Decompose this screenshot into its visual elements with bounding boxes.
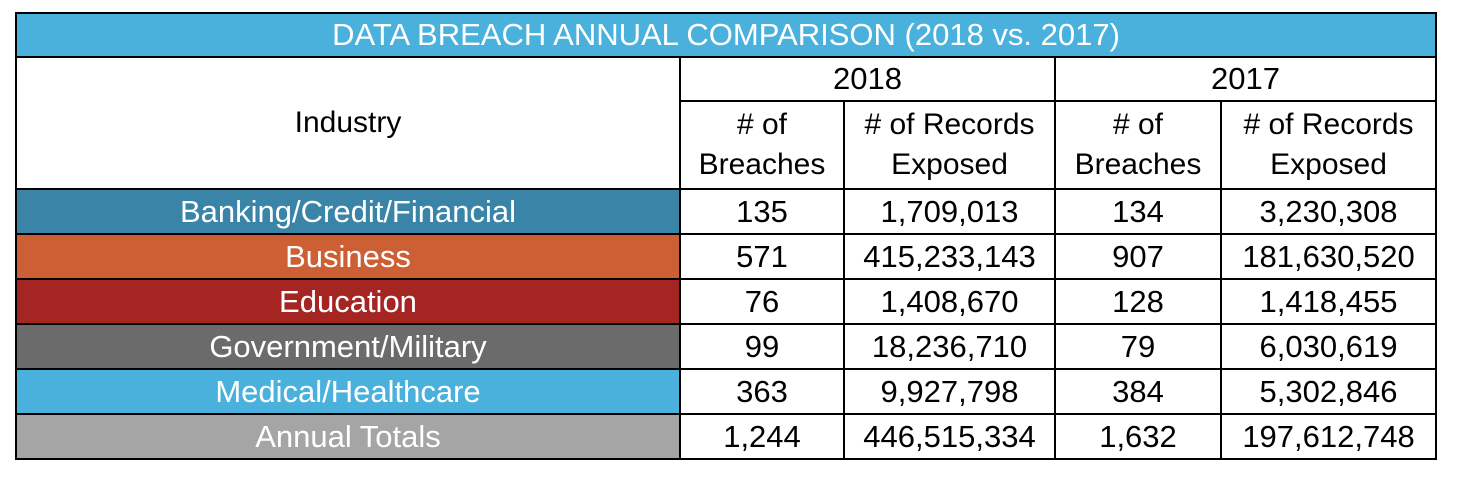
year-header-2017: 2017 — [1053, 56, 1438, 102]
breaches-header-2018: # of Breaches — [679, 100, 845, 190]
table-title: DATA BREACH ANNUAL COMPARISON (2018 vs. … — [14, 12, 1438, 58]
industry-cell: Annual Totals — [15, 413, 681, 460]
records-2018-cell: 415,233,143 — [843, 233, 1056, 280]
table-row: Annual Totals 1,244 446,515,334 1,632 197,61… — [15, 413, 1438, 460]
breaches-2017-cell: 907 — [1054, 233, 1222, 280]
records-2018-cell: 18,236,710 — [843, 323, 1056, 370]
breaches-2018-cell: 99 — [679, 323, 845, 370]
industry-cell: Medical/Healthcare — [15, 368, 681, 415]
table-row: Government/Military 99 18,236,710 79 6,030,6… — [15, 323, 1438, 370]
records-2017-cell: 3,230,308 — [1219, 188, 1438, 235]
records-2018-cell: 9,927,798 — [843, 368, 1056, 415]
table-row: Business 571 415,233,143 907 181,630,520 — [15, 233, 1438, 280]
breaches-2017-cell: 384 — [1054, 368, 1222, 415]
industry-cell: Education — [15, 278, 681, 325]
breaches-header-line2: Breaches — [698, 148, 826, 181]
breaches-2018-cell: 363 — [679, 368, 845, 415]
records-2017-cell: 5,302,846 — [1219, 368, 1438, 415]
records-header-line2: Exposed — [891, 148, 1008, 181]
records-2018-cell: 1,408,670 — [843, 278, 1056, 325]
breaches-2018-cell: 76 — [679, 278, 845, 325]
industry-cell: Banking/Credit/Financial — [15, 188, 681, 235]
breaches-header-line1: # of — [736, 108, 788, 141]
records-header-2017: # of Records Exposed — [1219, 100, 1438, 190]
records-2018-cell: 446,515,334 — [843, 413, 1056, 460]
breaches-2017-cell: 134 — [1054, 188, 1222, 235]
breaches-2018-cell: 135 — [679, 188, 845, 235]
breaches-header-line2: Breaches — [1074, 148, 1202, 181]
records-header-line2: Exposed — [1270, 148, 1387, 181]
breaches-2017-cell: 1,632 — [1054, 413, 1222, 460]
records-2017-cell: 6,030,619 — [1219, 323, 1438, 370]
records-2018-cell: 1,709,013 — [843, 188, 1056, 235]
breaches-2017-cell: 79 — [1054, 323, 1222, 370]
records-header-line1: # of Records — [1243, 108, 1414, 141]
table-row: Medical/Healthcare 363 9,927,798 384 5,302,8… — [15, 368, 1438, 415]
data-breach-table: DATA BREACH ANNUAL COMPARISON (2018 vs. … — [14, 12, 1438, 460]
table-row: Banking/Credit/Financial 135 1,709,013 134 3… — [15, 188, 1438, 235]
breaches-header-2017: # of Breaches — [1054, 100, 1222, 190]
breaches-2017-cell: 128 — [1054, 278, 1222, 325]
breaches-header-line1: # of — [1112, 108, 1164, 141]
records-2017-cell: 181,630,520 — [1219, 233, 1438, 280]
year-header-2018: 2018 — [679, 56, 1056, 102]
records-header-line1: # of Records — [864, 108, 1035, 141]
records-header-2018: # of Records Exposed — [843, 100, 1056, 190]
table-row: Education 76 1,408,670 128 1,418,455 — [15, 278, 1438, 325]
breaches-2018-cell: 1,244 — [679, 413, 845, 460]
breaches-2018-cell: 571 — [679, 233, 845, 280]
industry-cell: Business — [15, 233, 681, 280]
records-2017-cell: 197,612,748 — [1219, 413, 1438, 460]
industry-cell: Government/Military — [15, 323, 681, 370]
industry-header: Industry — [15, 56, 681, 190]
table-body: Banking/Credit/Financial 135 1,709,013 134 3… — [15, 188, 1438, 460]
records-2017-cell: 1,418,455 — [1219, 278, 1438, 325]
